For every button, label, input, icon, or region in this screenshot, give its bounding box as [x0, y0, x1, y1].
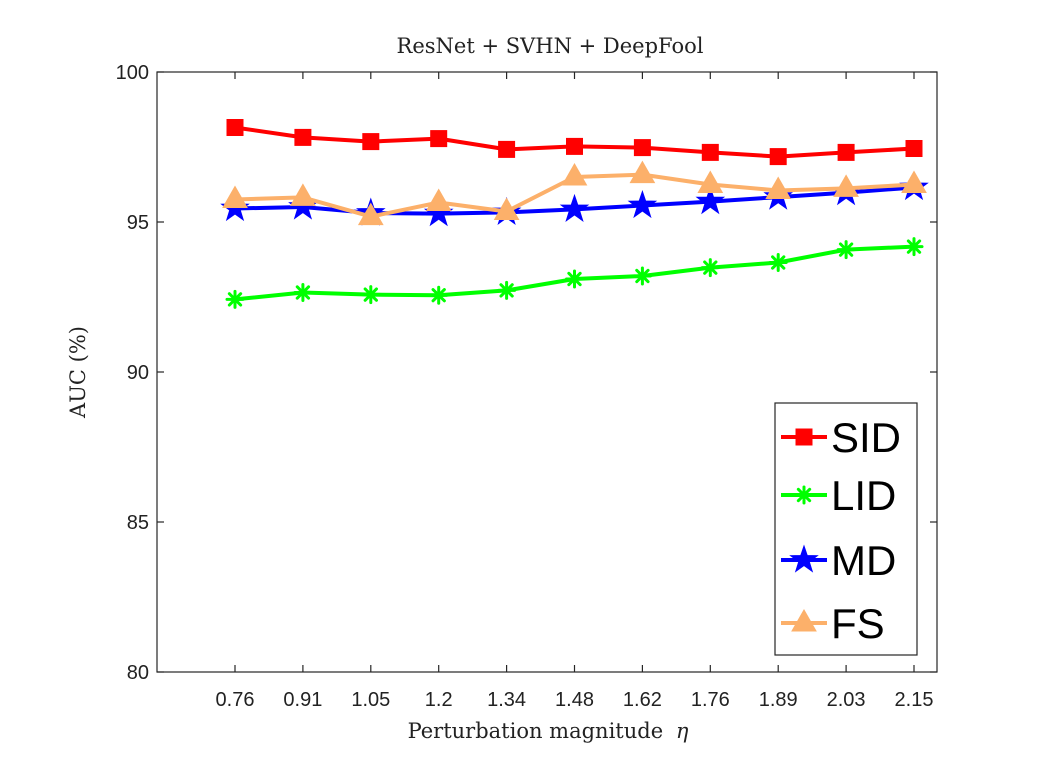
- legend-label-fs: FS: [831, 600, 885, 647]
- x-tick-label: 1.76: [691, 689, 730, 711]
- x-tick-label: 1.48: [555, 689, 594, 711]
- data-point-sid: [837, 143, 855, 161]
- data-point-lid: [429, 285, 449, 305]
- data-point-fs: [765, 176, 792, 199]
- data-point-md: [695, 186, 726, 215]
- data-point-sid: [362, 133, 380, 151]
- y-tick-label: 80: [127, 662, 149, 684]
- data-point-sid: [294, 128, 312, 146]
- y-tick-label: 85: [127, 512, 149, 534]
- x-axis-label-text: Perturbation magnitude: [408, 719, 664, 743]
- x-tick-label: 1.2: [425, 689, 453, 711]
- data-point-fs: [833, 174, 859, 197]
- legend-marker-lid: [794, 485, 814, 505]
- data-point-fs: [901, 170, 927, 193]
- x-tick-label: 2.15: [895, 689, 934, 711]
- data-point-sid: [498, 140, 516, 158]
- data-point-sid: [633, 139, 651, 157]
- data-point-lid: [497, 280, 517, 300]
- legend-marker-sid: [795, 428, 813, 446]
- legend-label-sid: SID: [831, 414, 901, 461]
- legend-marker-fs: [791, 608, 817, 632]
- legend: SID LID MD FS: [774, 402, 918, 656]
- legend-label-lid: LID: [831, 472, 896, 519]
- data-point-lid: [768, 253, 788, 272]
- data-point-lid: [632, 266, 652, 286]
- x-tick-label: 2.03: [827, 689, 866, 711]
- plot-area: [220, 119, 929, 309]
- x-tick-label: 1.34: [487, 689, 526, 711]
- y-axis-label: AUC (%): [66, 326, 90, 419]
- data-point-sid: [226, 119, 244, 136]
- x-tick-label: 1.62: [623, 689, 662, 711]
- data-point-fs: [629, 160, 656, 184]
- data-point-fs: [222, 185, 248, 208]
- data-point-sid: [905, 140, 923, 157]
- data-point-fs: [697, 170, 724, 193]
- data-point-fs: [561, 162, 588, 186]
- y-tick-label: 90: [127, 362, 149, 384]
- data-point-lid: [565, 269, 584, 289]
- x-tick-label: 0.76: [216, 689, 255, 711]
- data-point-lid: [700, 258, 720, 278]
- data-point-lid: [293, 283, 313, 302]
- data-point-lid: [361, 285, 381, 305]
- data-point-fs: [425, 188, 452, 211]
- data-point-fs: [290, 183, 316, 206]
- data-point-sid: [701, 143, 719, 161]
- data-point-lid: [836, 240, 856, 260]
- data-point-sid: [769, 148, 787, 166]
- y-tick-label: 95: [127, 212, 149, 234]
- x-tick-label: 1.05: [351, 689, 390, 711]
- data-point-fs: [493, 197, 520, 220]
- data-point-lid: [225, 289, 245, 309]
- x-axis-label: Perturbation magnitude η: [408, 719, 689, 743]
- data-point-fs: [357, 202, 384, 226]
- data-point-lid: [904, 237, 924, 257]
- data-point-md: [559, 193, 590, 222]
- x-axis-label-symbol: η: [676, 719, 689, 743]
- data-point-md: [627, 189, 658, 219]
- data-point-sid: [566, 137, 583, 155]
- legend-marker-md: [789, 544, 819, 573]
- chart-title: ResNet + SVHN + DeepFool: [397, 34, 704, 58]
- axes: 0.76 0.91 1.05 1.2 1.34 1.48 1.62 1.76 1.89 2.03 2…: [116, 62, 938, 711]
- y-tick-label: 100: [116, 62, 149, 84]
- legend-label-md: MD: [831, 537, 896, 584]
- x-tick-label: 0.91: [283, 689, 322, 711]
- x-tick-label: 1.89: [759, 689, 798, 711]
- data-point-sid: [430, 130, 448, 148]
